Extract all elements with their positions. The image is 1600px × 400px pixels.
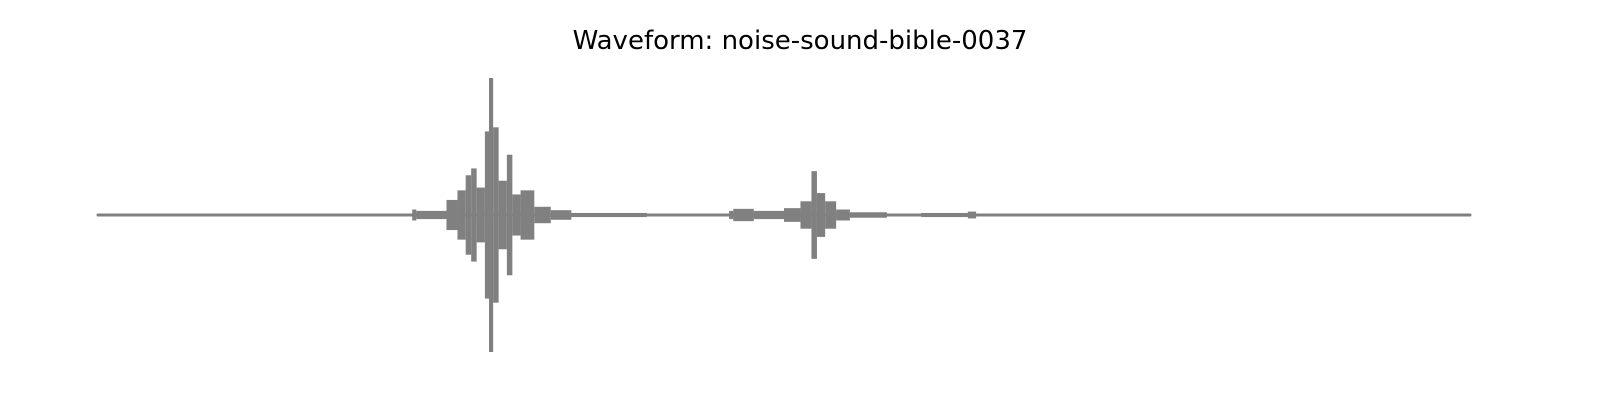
chart-title: Waveform: noise-sound-bible-0037	[572, 26, 1028, 56]
waveform-series	[96, 78, 1472, 352]
